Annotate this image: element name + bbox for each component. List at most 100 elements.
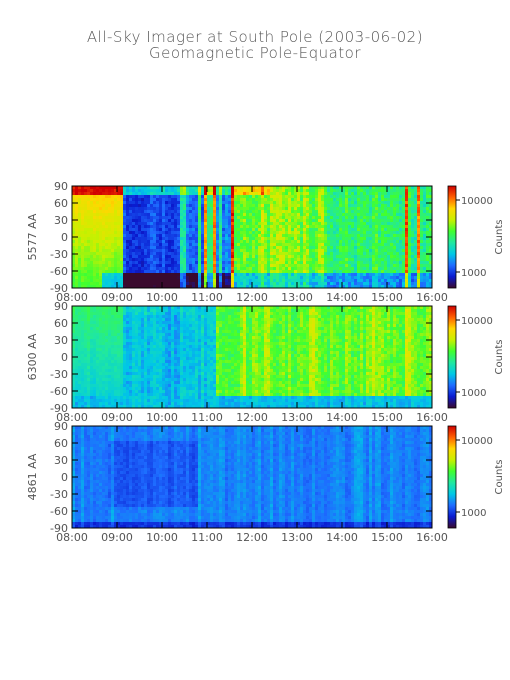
heatmap-cell <box>318 228 322 232</box>
heatmap-cell <box>135 222 139 226</box>
heatmap-cell <box>315 216 319 220</box>
heatmap-cell <box>210 267 214 271</box>
heatmap-cell <box>99 201 103 205</box>
heatmap-cell <box>426 237 430 241</box>
heatmap-cell <box>324 216 328 220</box>
heatmap-cell <box>243 195 247 199</box>
heatmap-cell <box>84 228 88 232</box>
heatmap-cell <box>408 243 412 247</box>
heatmap-cell <box>267 210 271 214</box>
heatmap-cell <box>324 234 328 238</box>
heatmap-cell <box>285 243 289 247</box>
heatmap-cell <box>141 318 145 322</box>
heatmap-cell <box>93 276 97 280</box>
heatmap-cell <box>180 222 184 226</box>
heatmap-cell <box>180 204 184 208</box>
heatmap-cell <box>426 240 430 244</box>
heatmap-cell <box>183 270 187 274</box>
heatmap-cell <box>336 189 340 193</box>
heatmap-cell <box>141 312 145 316</box>
heatmap-cell <box>282 234 286 238</box>
heatmap-cell <box>117 225 121 229</box>
heatmap-cell <box>99 348 103 352</box>
heatmap-cell <box>108 390 112 394</box>
heatmap-cell <box>90 330 94 334</box>
heatmap-cell <box>162 282 166 286</box>
heatmap-cell <box>96 231 100 235</box>
heatmap-cell <box>390 213 394 217</box>
heatmap-cell <box>381 186 385 190</box>
heatmap-cell <box>72 207 76 211</box>
heatmap-cell <box>423 285 427 289</box>
heatmap-cell <box>378 258 382 262</box>
heatmap-cell <box>120 378 124 382</box>
heatmap-cell <box>96 216 100 220</box>
heatmap-cell <box>264 192 268 196</box>
heatmap-cell <box>342 270 346 274</box>
heatmap-cell <box>102 264 106 268</box>
heatmap-cell <box>276 186 280 190</box>
heatmap-cell <box>387 207 391 211</box>
x-tick-label: 16:00 <box>416 291 448 304</box>
heatmap-cell <box>162 246 166 250</box>
heatmap-cell <box>225 213 229 217</box>
heatmap-cell <box>108 378 112 382</box>
heatmap-cell <box>411 210 415 214</box>
heatmap-cell <box>93 321 97 325</box>
heatmap-cell <box>150 249 154 253</box>
heatmap-cell <box>93 273 97 277</box>
heatmap-cell <box>144 366 148 370</box>
heatmap-cell <box>390 201 394 205</box>
heatmap-cell <box>393 210 397 214</box>
heatmap-cell <box>105 279 109 283</box>
heatmap-cell <box>384 201 388 205</box>
heatmap-cell <box>198 240 202 244</box>
heatmap-cell <box>108 231 112 235</box>
heatmap-cell <box>102 222 106 226</box>
heatmap-cell <box>330 213 334 217</box>
heatmap-cell <box>108 273 112 277</box>
heatmap-cell <box>243 225 247 229</box>
heatmap-cell <box>261 228 265 232</box>
heatmap-cell <box>144 201 148 205</box>
heatmap-cell <box>111 315 115 319</box>
heatmap-cell <box>267 204 271 208</box>
heatmap-cell <box>249 240 253 244</box>
heatmap-cell <box>126 219 130 223</box>
heatmap-cell <box>129 378 133 382</box>
heatmap-cell <box>78 192 82 196</box>
heatmap-cell <box>78 222 82 226</box>
heatmap-cell <box>228 210 232 214</box>
heatmap-cell <box>306 255 310 259</box>
heatmap-cell <box>414 276 418 280</box>
heatmap-cell <box>96 390 100 394</box>
heatmap-cell <box>246 249 250 253</box>
heatmap-cell <box>231 207 235 211</box>
heatmap-cell <box>324 210 328 214</box>
heatmap-cell <box>114 258 118 262</box>
heatmap-cell <box>102 312 106 316</box>
heatmap-cell <box>315 285 319 289</box>
heatmap-cell <box>102 405 106 409</box>
heatmap-cell <box>132 270 136 274</box>
heatmap-cell <box>273 192 277 196</box>
heatmap-cell <box>84 330 88 334</box>
heatmap-cell <box>120 225 124 229</box>
heatmap-cell <box>135 360 139 364</box>
heatmap-cell <box>228 198 232 202</box>
heatmap-cell <box>294 270 298 274</box>
heatmap-cell <box>105 270 109 274</box>
x-tick-label: 08:00 <box>56 291 88 304</box>
heatmap-cell <box>147 240 151 244</box>
heatmap-cell <box>222 216 226 220</box>
heatmap-cell <box>279 201 283 205</box>
heatmap-cell <box>375 276 379 280</box>
heatmap-cell <box>168 276 172 280</box>
heatmap-cell <box>99 216 103 220</box>
heatmap-cell <box>357 243 361 247</box>
heatmap-cell <box>120 348 124 352</box>
heatmap-cell <box>327 207 331 211</box>
heatmap-cell <box>90 402 94 406</box>
heatmap-cell <box>390 216 394 220</box>
heatmap-cell <box>330 198 334 202</box>
